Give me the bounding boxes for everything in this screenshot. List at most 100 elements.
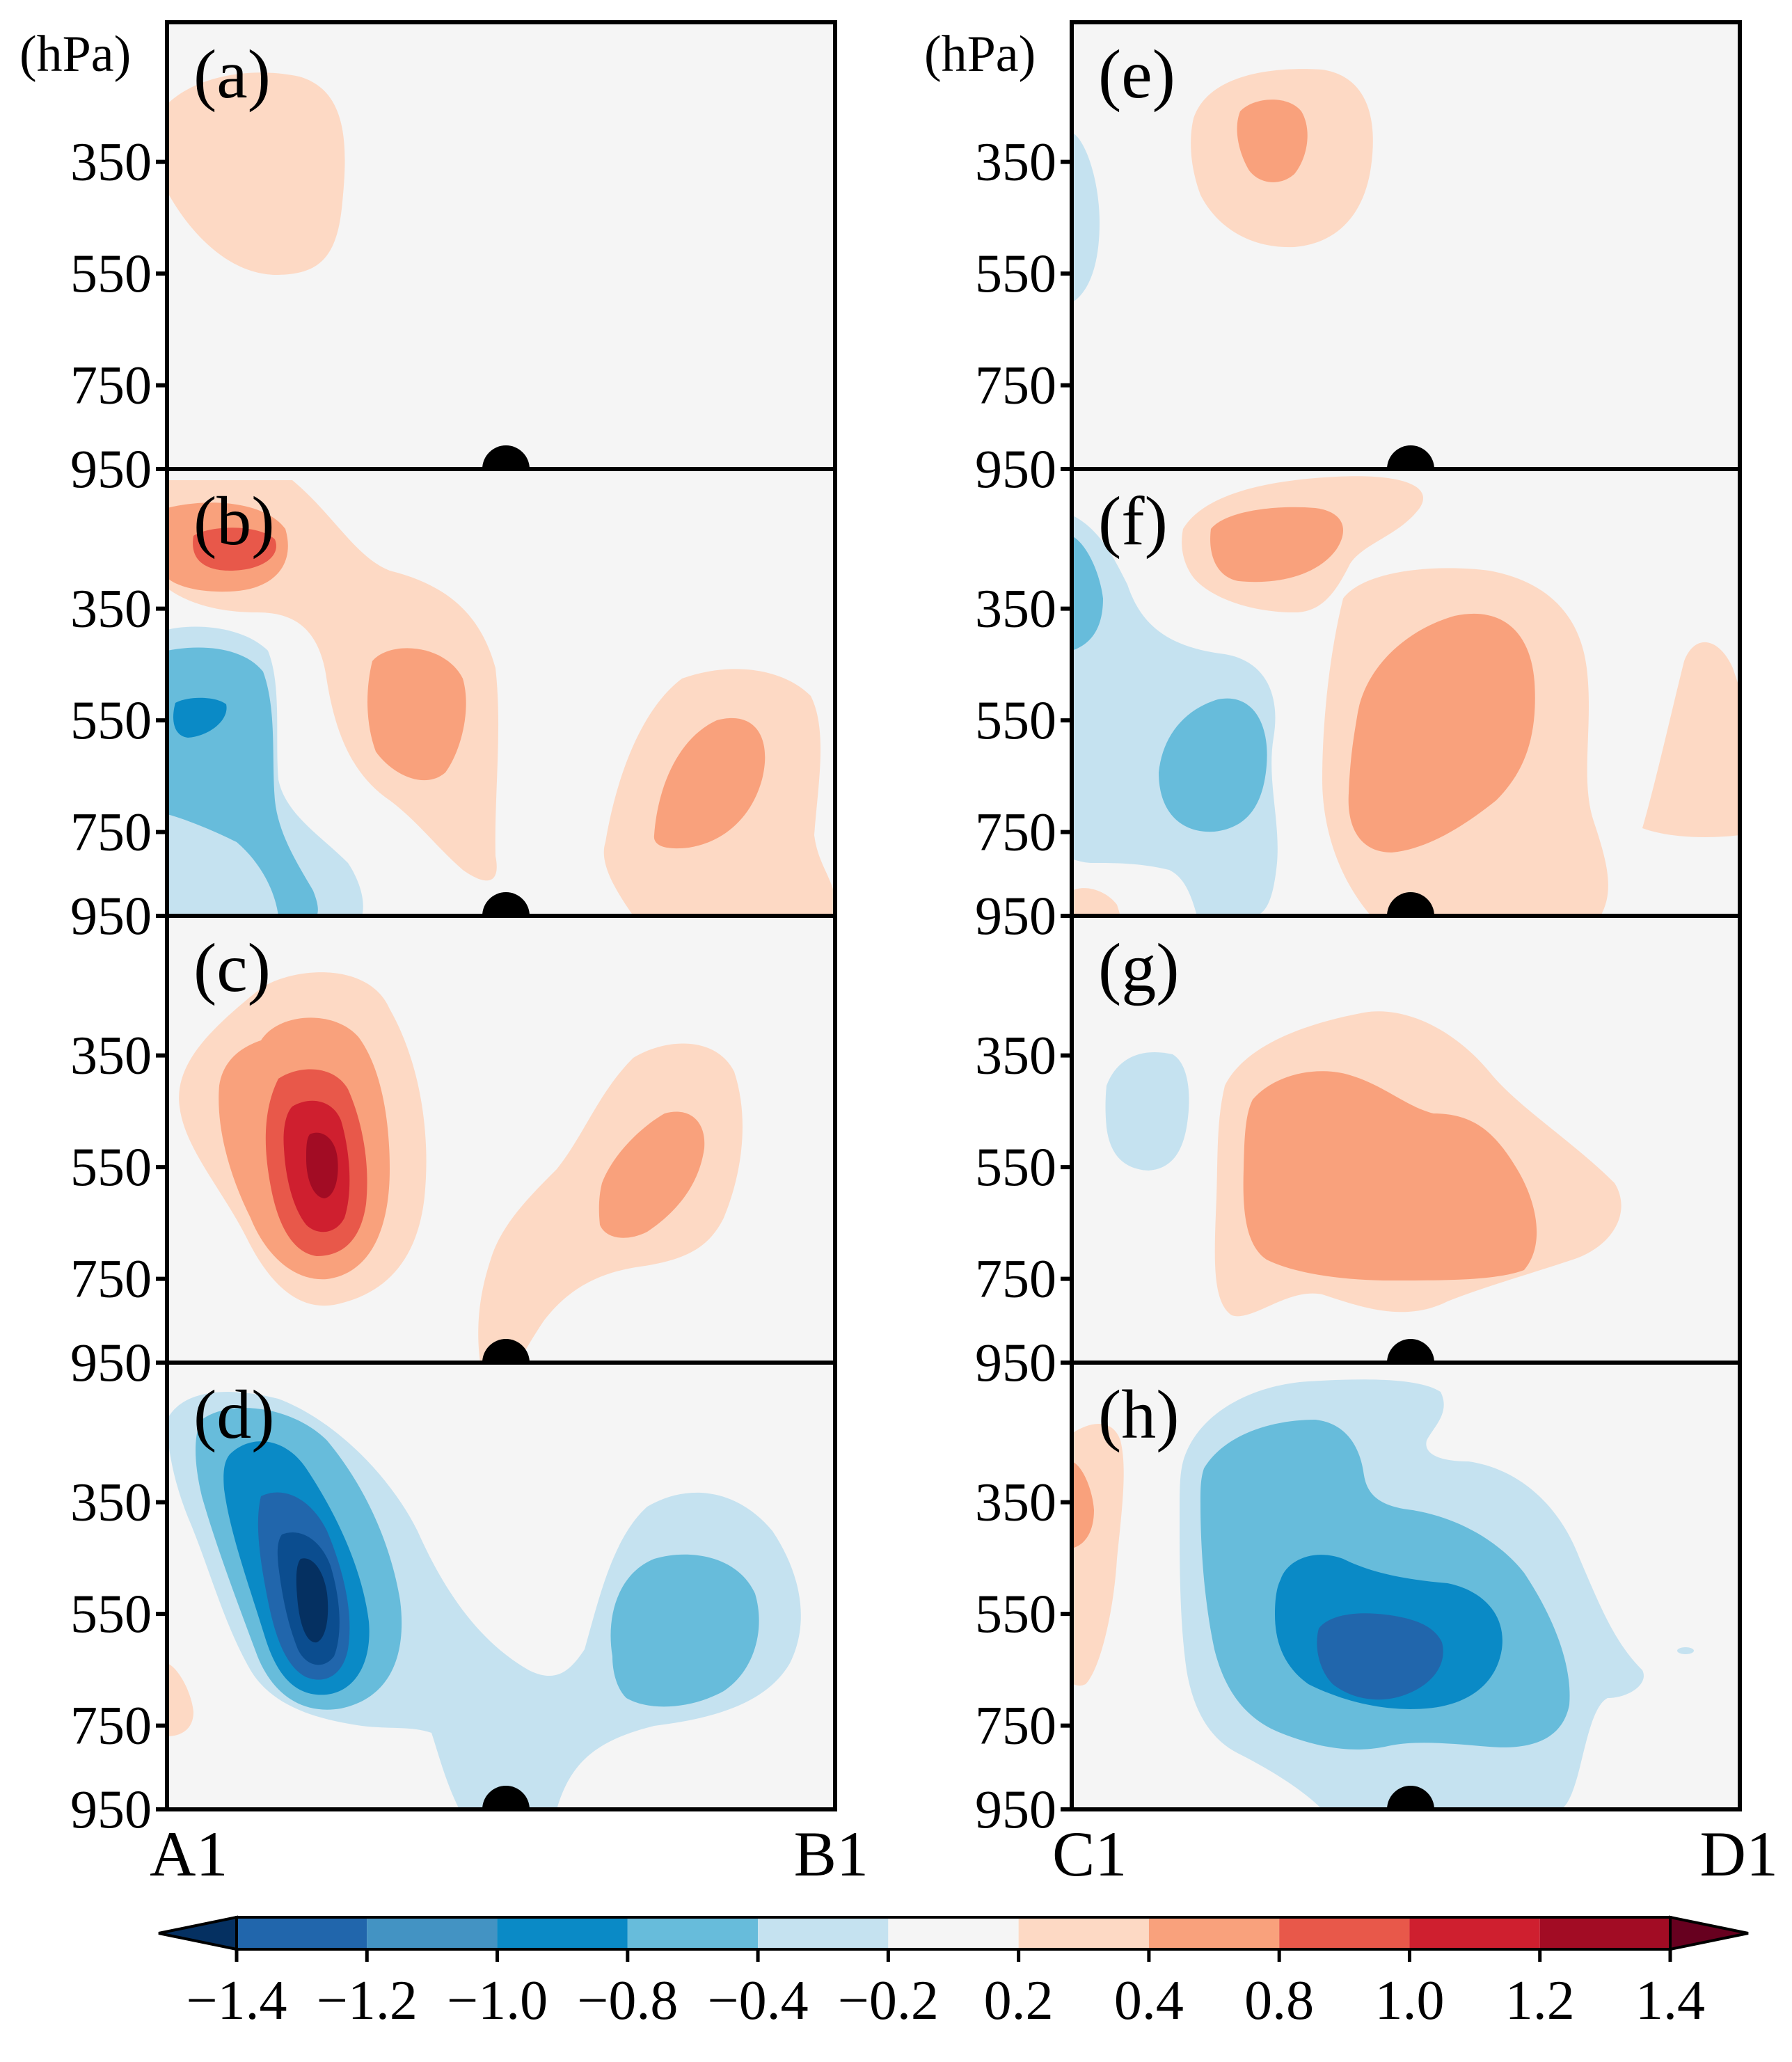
y-unit-label: (hPa) (924, 26, 1036, 83)
colorbar-tick-label: 1.2 (1505, 1970, 1575, 2031)
y-tick-label: 750 (70, 1695, 152, 1756)
panel-c-contours (179, 972, 743, 1363)
contour-pos-0.4 (1237, 100, 1308, 182)
surface-markers (482, 445, 1434, 1809)
contour-pos-0.2 (1072, 888, 1120, 916)
panel-label-h: (h) (1098, 1376, 1180, 1453)
panel-g-contours (1105, 1011, 1621, 1317)
colorbar-extend-min (158, 1915, 238, 1951)
y-tick-label: 750 (70, 802, 152, 862)
colorbar-tick-label: −1.4 (186, 1970, 287, 2031)
colorbar-box (888, 1917, 1019, 1949)
y-tick-label: 350 (975, 1025, 1056, 1086)
contour-pos-0.2 (167, 1663, 193, 1736)
y-tick-label: 750 (975, 802, 1056, 862)
colorbar-box (758, 1917, 889, 1949)
colorbar-box (1409, 1917, 1540, 1949)
y-tick-label: 950 (70, 1332, 152, 1393)
y-tick-label: 950 (975, 438, 1056, 499)
panel-d-contours (167, 1392, 801, 1809)
panel-f-contours (1072, 476, 1740, 916)
y-tick-label: 750 (70, 1248, 152, 1309)
y-tick-label: 550 (70, 1136, 152, 1197)
colorbar-box (1148, 1917, 1280, 1949)
panel-label-a: (a) (193, 35, 271, 113)
y-tick-label: 550 (975, 1583, 1056, 1644)
contour-pos-0.4 (598, 1111, 705, 1238)
contour-neg-0.2 (1105, 1052, 1189, 1171)
contour-neg-1.0 (1317, 1613, 1443, 1700)
marker-h (1387, 1786, 1434, 1809)
colorbar-tick-label: −0.4 (708, 1970, 809, 2031)
y-tick-label: 350 (975, 578, 1056, 639)
y-tick-label: 550 (70, 690, 152, 750)
y-tick-label: 750 (975, 355, 1056, 415)
contour-pos-0.8 (193, 528, 276, 571)
y-tick-label: 350 (975, 132, 1056, 192)
colorbar-tick-label: 1.4 (1635, 1970, 1705, 2031)
colorbar-tick-label: 0.2 (984, 1970, 1054, 2031)
y-tick-label: 350 (70, 1472, 152, 1532)
y-tick-label: 550 (975, 1136, 1056, 1197)
y-tick-label: 750 (70, 355, 152, 415)
panel-label-e: (e) (1098, 35, 1175, 113)
panel-a-contours (167, 72, 345, 276)
contour-pos-1.2 (306, 1132, 338, 1198)
y-tick-label: 950 (975, 1779, 1056, 1839)
contour-pos-0.4 (1348, 613, 1535, 852)
contour-pos-0.2 (167, 72, 345, 276)
y-tick-label: 750 (975, 1248, 1056, 1309)
y-tick-label: 750 (975, 1695, 1056, 1756)
marker-b (482, 892, 530, 916)
contour-neg-0.8 (173, 697, 227, 738)
y-unit-label: (hPa) (19, 26, 131, 83)
panel-label-d: (d) (193, 1376, 275, 1453)
contour-neg-0.2 (1072, 132, 1100, 303)
panel-e-contours (1072, 69, 1373, 303)
colorbar-box (1539, 1917, 1670, 1949)
contour-neg-0.4 (610, 1554, 759, 1707)
colorbar-tick-label: −0.8 (577, 1970, 678, 2031)
y-tick-label: 950 (70, 1779, 152, 1839)
marker-a (482, 445, 530, 469)
panel-label-c: (c) (193, 929, 271, 1006)
y-tick-label: 550 (975, 690, 1056, 750)
y-tick-label: 350 (975, 1472, 1056, 1532)
contour-pos-0.2 (1642, 642, 1740, 837)
contour-pos-0.4 (367, 648, 466, 781)
contour-pos-0.4 (1243, 1071, 1537, 1280)
colorbar-tick-label: −0.2 (838, 1970, 939, 2031)
marker-c (482, 1339, 530, 1363)
y-tick-label: 950 (70, 438, 152, 499)
marker-g (1387, 1339, 1434, 1363)
colorbar-tick-label: 1.0 (1374, 1970, 1444, 2031)
contour-neg-0.2 (1677, 1647, 1694, 1654)
colorbar-box (627, 1917, 759, 1949)
panel-label-b: (b) (193, 482, 275, 560)
y-tick-label: 550 (70, 1583, 152, 1644)
contour-neg-0.4 (1159, 698, 1267, 832)
contour-pos-0.4 (1210, 507, 1343, 582)
panel-label-g: (g) (1098, 929, 1180, 1006)
x-start-label-right: C1 (1052, 1818, 1127, 1889)
colorbar-tick-label: −1.2 (317, 1970, 418, 2031)
colorbar-box (1279, 1917, 1410, 1949)
colorbar-box (237, 1917, 367, 1949)
x-end-label-left: B1 (794, 1818, 869, 1889)
y-tick-label: 550 (975, 243, 1056, 303)
colorbar-extend-max (1669, 1915, 1749, 1951)
colorbar-tick-label: −1.0 (447, 1970, 548, 2031)
colorbar-box (497, 1917, 628, 1949)
x-start-label-left: A1 (150, 1818, 228, 1889)
marker-e (1387, 445, 1434, 469)
contour-neg-1.4 (296, 1558, 328, 1643)
colorbar-tick-label: 0.8 (1244, 1970, 1314, 2031)
y-tick-label: 950 (975, 1332, 1056, 1393)
axes-layer: 350 550 750 950 (a) 350 550 750 950 (b) 350 550 750 9… (19, 26, 1778, 1889)
colorbar-box (367, 1917, 498, 1949)
panel-h-contours (1072, 1379, 1694, 1809)
colorbar-tick-label: 0.4 (1114, 1970, 1184, 2031)
y-tick-label: 950 (975, 885, 1056, 946)
colorbar-box (1018, 1917, 1149, 1949)
